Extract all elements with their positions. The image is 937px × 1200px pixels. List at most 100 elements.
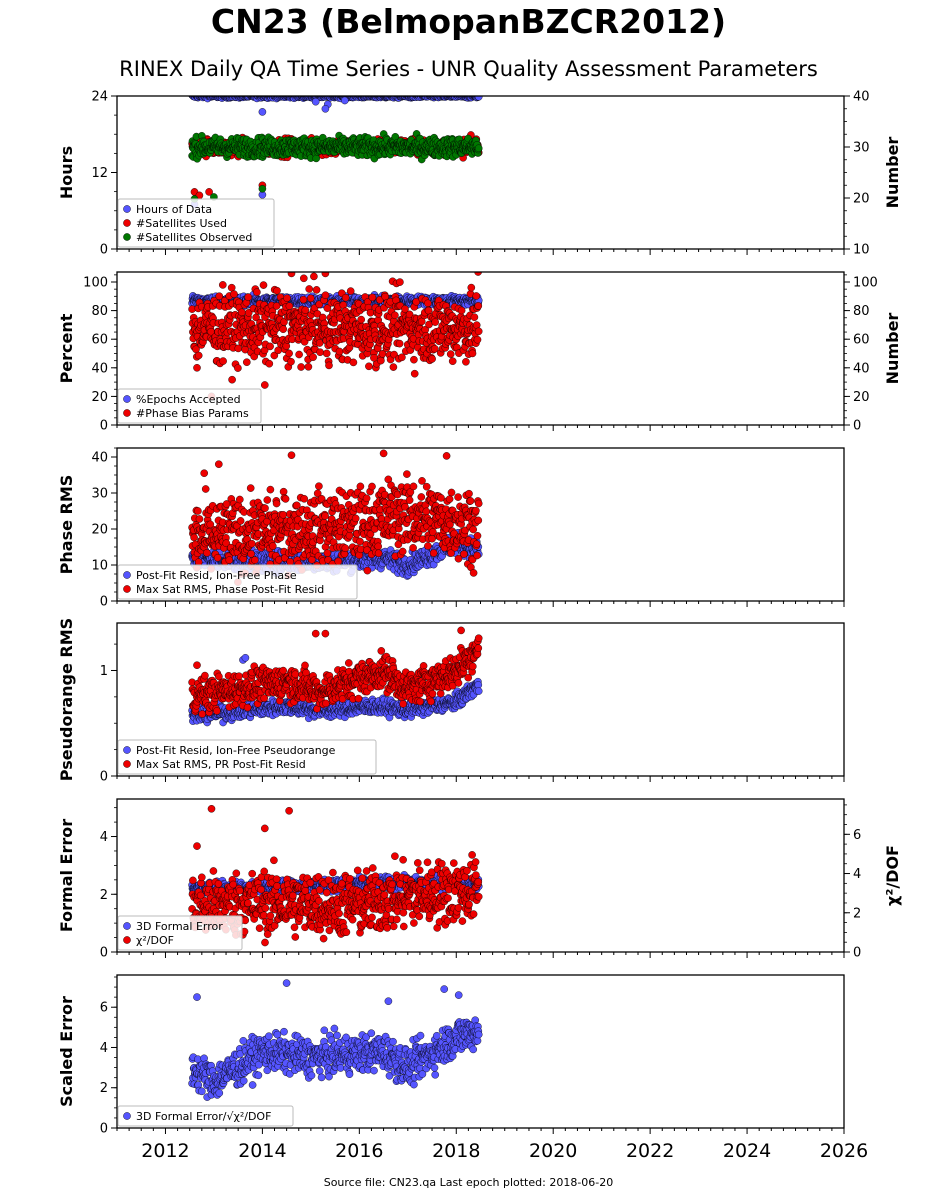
- data-point: [306, 294, 315, 303]
- data-point: [470, 313, 479, 322]
- data-point: [295, 350, 303, 359]
- data-point: [396, 278, 404, 286]
- y-right-tick-label: 40: [853, 90, 870, 105]
- data-point: [468, 349, 477, 358]
- data-point: [230, 290, 238, 298]
- data-point: [206, 520, 215, 529]
- data-point: [313, 310, 322, 318]
- legend-marker: [123, 205, 131, 213]
- data-point: [473, 335, 482, 344]
- data-point: [301, 306, 310, 314]
- data-point: [244, 293, 253, 302]
- data-point: [285, 349, 293, 358]
- data-point: [279, 510, 288, 519]
- data-point: [405, 310, 414, 319]
- data-point: [280, 318, 288, 326]
- data-point-outlier: [287, 272, 296, 278]
- data-point: [215, 292, 224, 301]
- y-tick-label: 20: [91, 390, 108, 405]
- data-point: [323, 304, 332, 313]
- data-point: [322, 349, 331, 358]
- data-point: [305, 285, 314, 293]
- figure-title: CN23 (BelmopanBZCR2012): [210, 2, 727, 41]
- data-point-outlier: [205, 188, 213, 196]
- data-point: [225, 556, 234, 564]
- data-point-outlier: [260, 381, 269, 389]
- data-point: [446, 350, 455, 358]
- y-right-tick-label: 0: [853, 419, 861, 434]
- data-point: [194, 351, 203, 360]
- data-point: [431, 318, 440, 326]
- data-point: [219, 357, 227, 365]
- legend-marker: [123, 395, 131, 403]
- data-point: [228, 375, 236, 384]
- y-tick-label: 12: [91, 166, 108, 181]
- series-1: [188, 272, 483, 401]
- y-tick-label: 0: [100, 419, 108, 434]
- data-point: [247, 539, 256, 548]
- data-point: [428, 355, 436, 363]
- data-points: [188, 272, 483, 401]
- y-tick-label: 0: [100, 243, 108, 258]
- y-tick-label: 80: [91, 304, 108, 319]
- legend-label: Hours of Data: [136, 203, 212, 216]
- y-right-tick-label: 40: [853, 361, 870, 376]
- data-point: [244, 308, 253, 317]
- figure-subtitle: RINEX Daily QA Time Series - UNR Quality…: [119, 57, 818, 81]
- data-point: [286, 558, 295, 566]
- data-point: [310, 272, 318, 281]
- data-point: [227, 283, 236, 292]
- data-point: [474, 144, 483, 153]
- data-point: [412, 297, 421, 306]
- data-point: [395, 339, 404, 348]
- data-point: [341, 293, 350, 302]
- data-point: [365, 362, 373, 371]
- data-point-outlier: [474, 272, 482, 276]
- data-point: [194, 507, 202, 515]
- legend: %Epochs Accepted#Phase Bias Params: [117, 388, 262, 424]
- legend-label: #Satellites Observed: [136, 231, 252, 244]
- data-point: [236, 517, 245, 525]
- data-point: [297, 363, 305, 371]
- percent-panel: 020406080100Percent020406080100Number%Ep…: [57, 271, 902, 434]
- data-point: [213, 554, 222, 562]
- data-point: [237, 308, 246, 317]
- data-point: [321, 291, 330, 300]
- data-point: [222, 539, 230, 548]
- data-point: [246, 484, 255, 492]
- data-point-outlier: [370, 353, 378, 362]
- data-point: [389, 363, 398, 371]
- data-point: [430, 344, 439, 353]
- data-point: [474, 96, 483, 101]
- data-point: [280, 554, 289, 562]
- data-point: [316, 348, 324, 357]
- data-point: [462, 357, 470, 366]
- data-point-outlier: [321, 105, 330, 113]
- data-point: [266, 342, 274, 351]
- data-point: [247, 550, 255, 558]
- y-right-tick-label: 20: [853, 192, 870, 207]
- data-point-outlier: [193, 363, 201, 372]
- data-point: [270, 351, 279, 360]
- data-point: [398, 353, 406, 362]
- y-right-tick-label: 100: [853, 276, 878, 291]
- series-1: [188, 449, 483, 586]
- legend-box: [117, 198, 275, 248]
- y-right-tick-label: 10: [853, 243, 870, 258]
- data-point: [253, 288, 261, 297]
- data-point: [474, 327, 483, 336]
- y-tick-label: 40: [91, 361, 108, 376]
- data-point: [410, 369, 419, 378]
- data-point: [346, 287, 355, 295]
- legend-box: [117, 388, 262, 424]
- data-point: [261, 504, 269, 513]
- data-point: [279, 325, 288, 334]
- legend-label: #Satellites Used: [136, 217, 227, 230]
- data-point: [218, 281, 227, 289]
- y-right-tick-label: 30: [853, 141, 870, 156]
- legend-label: #Phase Bias Params: [136, 407, 249, 420]
- legend-marker: [123, 233, 131, 241]
- data-point: [266, 485, 275, 494]
- data-point: [429, 560, 438, 569]
